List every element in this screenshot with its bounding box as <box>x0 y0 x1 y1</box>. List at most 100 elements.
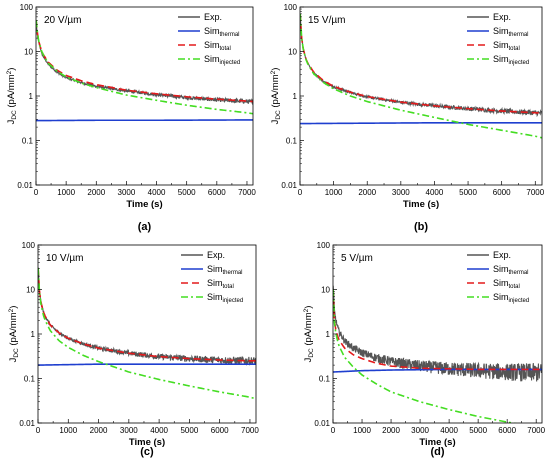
legend-label-injected: Siminjected <box>204 54 240 66</box>
x-tick-label: 2000 <box>87 188 105 197</box>
y-axis-label-units: (pA/mm <box>8 312 19 348</box>
x-tick-label: 1000 <box>353 426 371 435</box>
legend-label-name: Sim <box>207 264 223 274</box>
y-tick-label: 1 <box>29 92 34 101</box>
panel-caption: (a) <box>138 221 152 233</box>
y-tick-label: 10 <box>24 48 33 57</box>
x-tick-label: 2000 <box>382 426 400 435</box>
y-tick-label: 0.01 <box>17 181 33 190</box>
legend-label-total: Simtotal <box>493 278 520 290</box>
y-axis-label-close: ) <box>8 306 19 309</box>
x-tick-label: 6000 <box>211 426 229 435</box>
y-tick-label: 10 <box>288 48 297 57</box>
panel-caption: (b) <box>414 221 428 233</box>
x-tick-label: 4000 <box>440 426 458 435</box>
y-tick-label: 0.01 <box>314 419 330 428</box>
y-tick-label: 100 <box>284 3 298 12</box>
x-tick-label: 7000 <box>527 426 545 435</box>
y-axis-label-sub: DC <box>275 110 282 120</box>
series-line-thermal <box>300 121 542 125</box>
x-tick-label: 3000 <box>118 188 136 197</box>
legend-label-name: Sim <box>204 26 220 36</box>
legend-label-sub: total <box>509 46 520 52</box>
y-tick-label: 0.1 <box>319 375 331 384</box>
y-tick-label: 100 <box>20 3 34 12</box>
x-tick-label: 0 <box>36 426 41 435</box>
x-tick-label: 7000 <box>238 188 256 197</box>
legend-label-total: Simtotal <box>204 40 231 52</box>
panel-c: 0 1000 2000 3000 4000 5000 6000 7000 0.01 0.1 1 10 1… <box>8 241 259 458</box>
panel-b: 0 1000 2000 3000 4000 5000 6000 7000 0.01 0.1 1 10 1… <box>270 3 545 233</box>
legend-label-name: Sim <box>493 26 509 36</box>
legend-label-sub: thermal <box>509 32 529 38</box>
legend-label-thermal: Simthermal <box>207 264 243 276</box>
x-axis-label: Time (s) <box>419 437 455 448</box>
legend-label-injected: Siminjected <box>493 292 529 304</box>
y-axis-label: JDC (pA/mm2) <box>303 306 315 363</box>
y-axis-label-main: J <box>303 357 314 362</box>
legend-label-name: Exp. <box>493 12 511 22</box>
legend-label-name: Exp. <box>204 12 222 22</box>
legend-label-injected: Siminjected <box>207 292 243 304</box>
y-axis-label-sup: 2 <box>270 70 277 74</box>
legend-label-exp: Exp. <box>493 250 511 260</box>
panel-a: 0 1000 2000 3000 4000 5000 6000 7000 0.01 0.1 1 10 1… <box>6 3 256 233</box>
y-axis-label-main: J <box>8 357 19 362</box>
x-tick-label: 6000 <box>208 188 226 197</box>
legend-label-name: Sim <box>493 278 509 288</box>
series-line-injected <box>38 268 256 400</box>
y-tick-label: 1 <box>293 92 298 101</box>
legend-label-exp: Exp. <box>204 12 222 22</box>
y-axis-label-main: J <box>6 119 17 124</box>
legend-label-name: Exp. <box>207 250 225 260</box>
series-line-total <box>36 20 253 103</box>
legend-label-thermal: Simthermal <box>493 264 529 276</box>
y-tick-label: 1 <box>326 330 331 339</box>
series-line-total <box>38 268 256 362</box>
legend-label-exp: Exp. <box>493 12 511 22</box>
x-tick-label: 0 <box>331 426 336 435</box>
legend-label-name: Sim <box>493 264 509 274</box>
x-tick-label: 2000 <box>90 426 108 435</box>
x-tick-label: 5000 <box>180 426 198 435</box>
x-tick-label: 1000 <box>325 188 343 197</box>
legend-label-name: Sim <box>207 278 223 288</box>
x-tick-label: 4000 <box>150 426 168 435</box>
legend-label-thermal: Simthermal <box>493 26 529 38</box>
y-axis-label-sup: 2 <box>6 70 13 74</box>
legend-label-sub: thermal <box>220 32 240 38</box>
legend-label-sub: total <box>223 284 234 290</box>
y-tick-label: 10 <box>321 286 330 295</box>
field-label: 10 V/µm <box>46 253 83 264</box>
x-tick-label: 0 <box>298 188 303 197</box>
x-tick-label: 3000 <box>120 426 138 435</box>
y-axis-label-main: J <box>270 119 281 124</box>
x-axis-label: Time (s) <box>403 199 439 210</box>
y-axis-label-units: (pA/mm <box>270 74 281 110</box>
y-tick-label: 0.1 <box>22 137 34 146</box>
y-tick-label: 10 <box>26 286 35 295</box>
legend-label-sub: injected <box>223 298 244 304</box>
series-line-total <box>300 13 542 115</box>
x-tick-label: 3000 <box>411 426 429 435</box>
y-tick-label: 1 <box>31 330 36 339</box>
legend-label-name: Sim <box>493 292 509 302</box>
x-tick-label: 6000 <box>493 188 511 197</box>
y-tick-label: 100 <box>22 241 36 250</box>
field-label: 15 V/µm <box>308 15 345 26</box>
y-axis-label-units: (pA/mm <box>303 312 314 348</box>
x-tick-label: 2000 <box>358 188 376 197</box>
series-line-injected <box>333 289 518 423</box>
series-line-thermal <box>36 119 253 122</box>
series-line-injected <box>300 13 542 139</box>
legend-label-name: Sim <box>493 54 509 64</box>
legend-label-name: Sim <box>207 292 223 302</box>
legend-label-injected: Siminjected <box>493 54 529 66</box>
y-axis-label: JDC (pA/mm2) <box>6 68 18 125</box>
legend-label-total: Simtotal <box>493 40 520 52</box>
x-tick-label: 5000 <box>459 188 477 197</box>
y-tick-label: 0.01 <box>281 181 297 190</box>
field-label: 20 V/µm <box>44 15 81 26</box>
x-tick-label: 7000 <box>526 188 544 197</box>
